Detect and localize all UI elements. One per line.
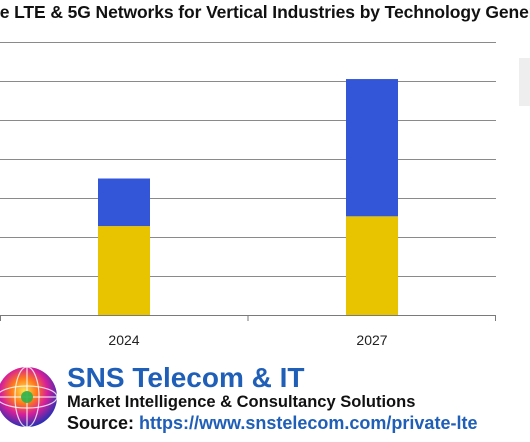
bar-segment <box>98 226 150 315</box>
company-tagline: Market Intelligence & Consultancy Soluti… <box>67 393 416 411</box>
bar-segment <box>98 178 150 227</box>
source-line: Source: https://www.snstelecom.com/priva… <box>67 413 477 434</box>
bar-segment <box>346 216 398 315</box>
globe-logo-icon <box>0 366 58 428</box>
company-name: SNS Telecom & IT <box>67 362 305 393</box>
x-tick-label: 2024 <box>108 332 139 348</box>
legend <box>519 58 530 106</box>
source-label: Source: <box>67 413 135 433</box>
x-tick-label: 2027 <box>356 332 387 348</box>
bar-segment <box>346 79 398 217</box>
chart-title: te LTE & 5G Networks for Vertical Indust… <box>0 2 530 22</box>
source-link[interactable]: https://www.snstelecom.com/private-lte <box>139 413 478 433</box>
